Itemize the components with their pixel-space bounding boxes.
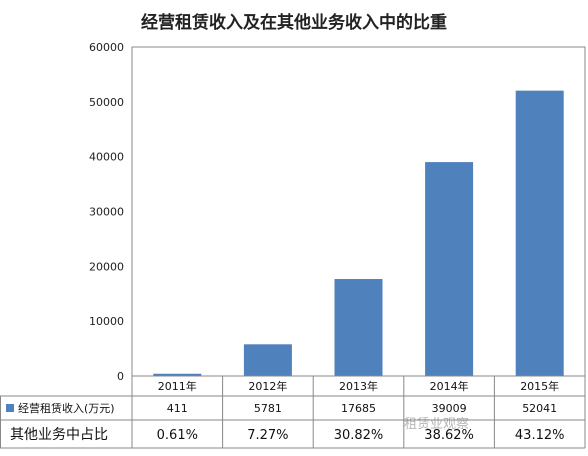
y-tick-label: 0 [117,370,124,383]
bar [243,344,292,376]
bar [425,162,474,376]
data-value-label: 39009 [432,402,467,415]
y-tick-label: 40000 [89,151,124,164]
category-label: 2012年 [248,379,287,393]
watermark-text: 租赁业观察 [404,417,470,432]
category-label: 2011年 [158,379,197,393]
bar [153,373,202,376]
ratio-value-label: 43.12% [515,428,565,443]
data-value-label: 411 [167,402,188,415]
y-tick-label: 30000 [89,206,124,219]
y-tick-label: 50000 [89,96,124,109]
bar [515,90,564,377]
y-tick-label: 10000 [89,315,124,328]
ratio-row-label: 其他业务中占比 [10,427,108,443]
ratio-value-label: 7.27% [247,428,288,443]
category-label: 2014年 [430,379,469,393]
category-label: 2015年 [520,379,559,393]
ratio-value-label: 0.61% [157,428,198,443]
ratio-value-label: 30.82% [334,428,384,443]
y-tick-label: 60000 [89,41,124,54]
data-value-label: 52041 [522,402,557,415]
ratio-value-label: 38.62% [424,428,474,443]
chart-title: 经营租赁收入及在其他业务收入中的比重 [141,13,447,33]
category-label: 2013年 [339,379,378,393]
data-value-label: 5781 [254,402,282,415]
y-tick-label: 20000 [89,260,124,273]
bar [334,279,383,376]
series-row-label: 经营租赁收入(万元) [18,401,115,415]
legend-swatch [6,404,14,412]
data-value-label: 17685 [341,402,376,415]
